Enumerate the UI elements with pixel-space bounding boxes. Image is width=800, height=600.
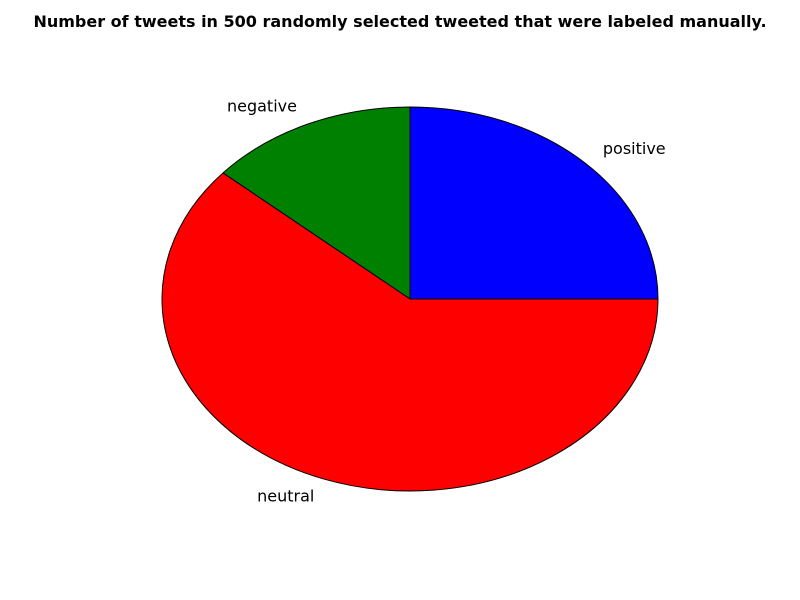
slice-label-positive: positive	[603, 139, 666, 158]
pie-slice-positive	[409, 106, 659, 300]
chart-title: Number of tweets in 500 randomly selecte…	[33, 12, 766, 31]
slice-label-negative: negative	[227, 96, 297, 115]
pie-slice-neutral	[161, 172, 659, 492]
pie-labels: positive negative neutral	[227, 96, 666, 505]
pie-slices	[161, 106, 659, 492]
slice-label-neutral: neutral	[257, 486, 314, 505]
pie-slice-negative	[222, 106, 411, 300]
